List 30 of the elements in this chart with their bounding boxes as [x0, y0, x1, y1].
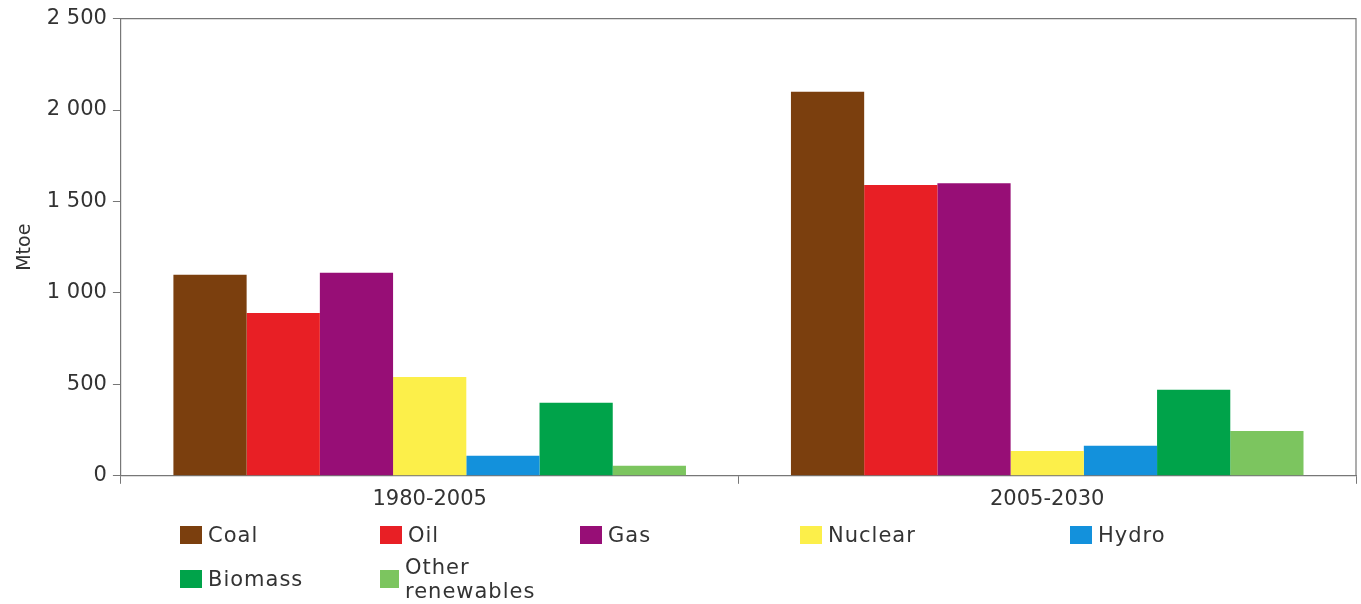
x-tick-label: 2005-2030: [990, 485, 1105, 510]
bar: [937, 183, 1011, 476]
bar: [466, 455, 540, 476]
legend-label: Hydro: [1098, 523, 1166, 547]
legend-label: Biomass: [208, 567, 304, 591]
bar: [790, 91, 865, 476]
y-tick-label: 2 500: [46, 5, 107, 30]
bar: [319, 272, 394, 476]
bar: [246, 313, 320, 476]
bar: [1010, 451, 1084, 476]
bar: [1230, 430, 1304, 476]
legend-label: Gas: [608, 523, 652, 547]
y-tick-label: 2 000: [46, 96, 107, 121]
y-tick-label: 0: [93, 462, 107, 487]
y-tick-label: 1 500: [46, 187, 107, 212]
bar: [1083, 445, 1158, 476]
legend-label: Other renewables: [405, 555, 537, 603]
bar: [393, 377, 467, 476]
legend-label: Oil: [408, 523, 440, 547]
y-axis-title: Mtoe: [12, 223, 35, 271]
x-tick-label: 1980-2005: [372, 485, 487, 510]
bar: [612, 465, 686, 476]
legend-label: Nuclear: [828, 523, 916, 547]
bar: [864, 185, 938, 476]
bar: [1157, 389, 1231, 476]
y-tick-label: 500: [66, 370, 107, 395]
bar: [173, 274, 247, 476]
legend-label: Coal: [208, 523, 259, 547]
bar: [539, 402, 613, 476]
y-tick-label: 1 000: [46, 279, 107, 304]
